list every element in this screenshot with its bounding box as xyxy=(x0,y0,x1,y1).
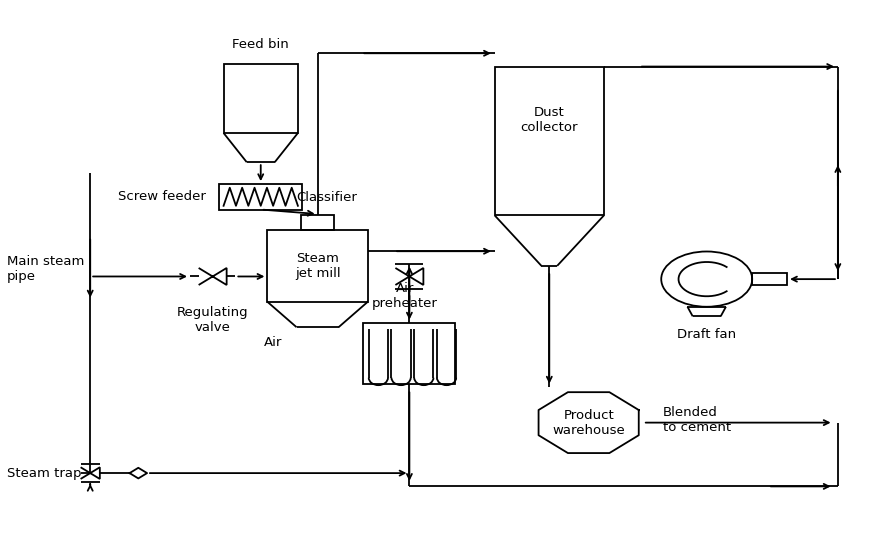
Text: Regulating
valve: Regulating valve xyxy=(177,306,248,334)
Text: Feed bin: Feed bin xyxy=(232,38,290,50)
Text: Air
preheater: Air preheater xyxy=(372,282,438,310)
Text: Steam
jet mill: Steam jet mill xyxy=(295,252,341,280)
Text: Blended
to cement: Blended to cement xyxy=(663,406,731,434)
Bar xyxy=(224,64,298,133)
Text: Screw feeder: Screw feeder xyxy=(118,190,206,204)
Text: Air: Air xyxy=(264,336,282,350)
Bar xyxy=(363,323,455,384)
Text: Draft fan: Draft fan xyxy=(677,328,737,341)
Text: Main steam
pipe: Main steam pipe xyxy=(7,255,84,282)
Text: Steam trap: Steam trap xyxy=(7,467,82,480)
Text: Classifier: Classifier xyxy=(296,192,356,205)
Bar xyxy=(219,184,302,209)
Bar xyxy=(301,215,334,230)
Text: Product
warehouse: Product warehouse xyxy=(553,409,625,437)
Bar xyxy=(495,67,604,215)
Text: Dust
collector: Dust collector xyxy=(521,106,578,134)
Bar xyxy=(268,230,368,302)
Bar xyxy=(752,273,787,285)
